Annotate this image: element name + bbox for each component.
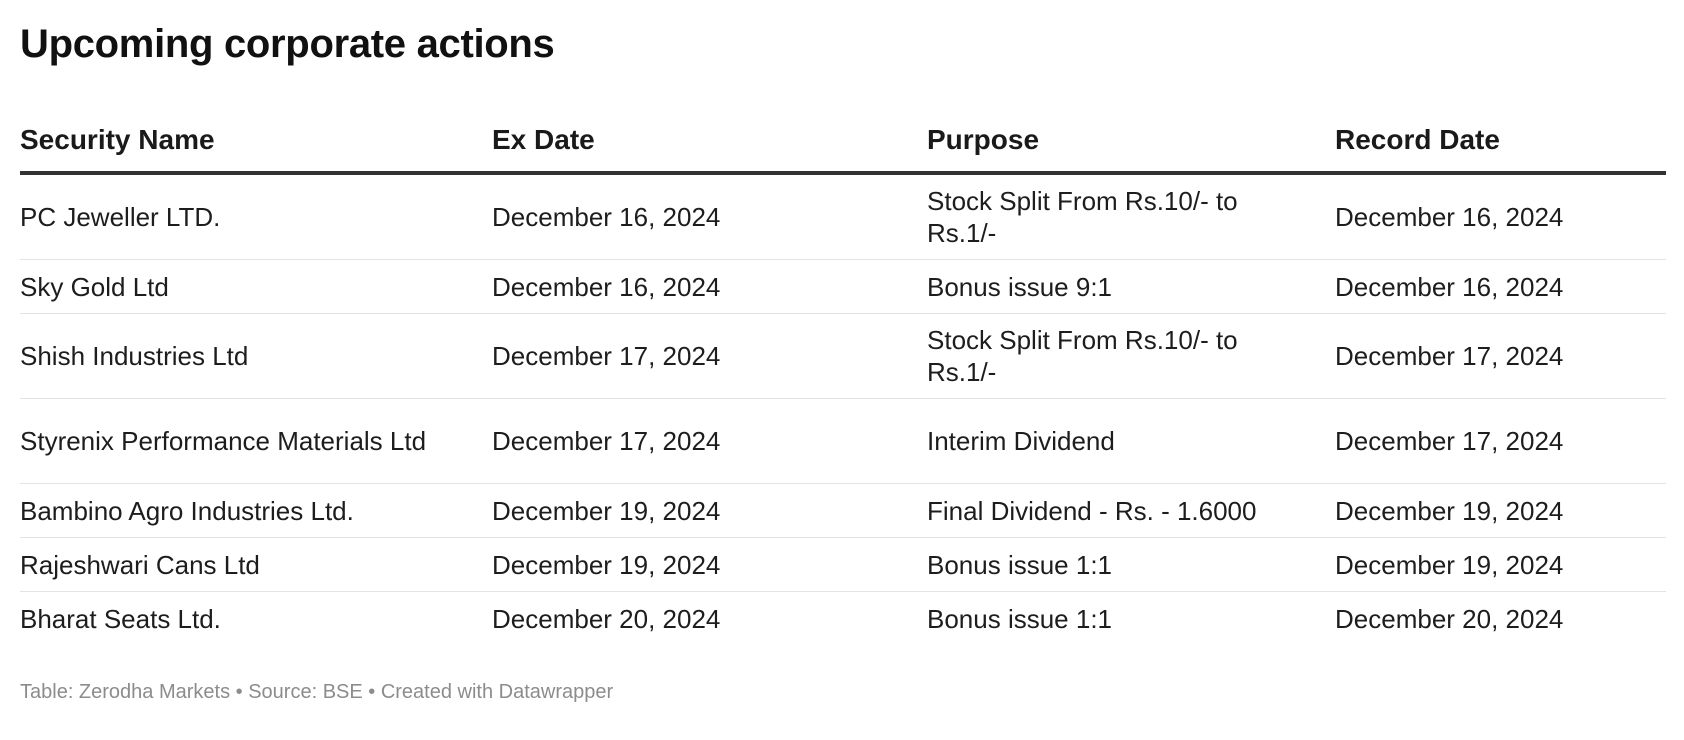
cell-text: Final Dividend - Rs. - 1.6000	[927, 495, 1257, 526]
cell-text: December 17, 2024	[1335, 426, 1564, 456]
cell-security-name: PC Jeweller LTD.	[20, 173, 492, 260]
cell-text: December 19, 2024	[1335, 549, 1564, 580]
cell-text: December 16, 2024	[492, 271, 721, 302]
cell-text: Bonus issue 1:1	[927, 549, 1113, 580]
cell-security-name: Bharat Seats Ltd.	[20, 592, 492, 646]
cell-text: Styrenix Performance Materials Ltd	[20, 426, 427, 456]
header-row: Security Name Ex Date Purpose Record Dat…	[20, 123, 1666, 175]
cell-text: Bambino Agro Industries Ltd.	[20, 495, 354, 526]
cell-text: December 16, 2024	[1335, 271, 1564, 302]
header-record-date: Record Date	[1335, 123, 1666, 175]
cell-purpose: Bonus issue 1:1	[927, 592, 1335, 646]
table-row: Shish Industries Ltd December 17, 2024 S…	[20, 313, 1666, 399]
cell-record-date: December 19, 2024	[1335, 537, 1666, 592]
cell-record-date: December 20, 2024	[1335, 592, 1666, 646]
cell-ex-date: December 17, 2024	[492, 313, 927, 399]
cell-record-date: December 19, 2024	[1335, 483, 1666, 538]
cell-text: December 19, 2024	[1335, 495, 1564, 526]
cell-text: PC Jeweller LTD.	[20, 202, 221, 232]
table-row: Bharat Seats Ltd. December 20, 2024 Bonu…	[20, 592, 1666, 646]
cell-security-name: Rajeshwari Cans Ltd	[20, 537, 492, 592]
cell-text: December 16, 2024	[1335, 202, 1564, 232]
table-container: Upcoming corporate actions Security Name…	[20, 22, 1666, 703]
cell-text: December 20, 2024	[1335, 603, 1564, 634]
page-title: Upcoming corporate actions	[20, 22, 555, 66]
cell-text: December 20, 2024	[492, 603, 721, 634]
cell-purpose: Stock Split From Rs.10/- to Rs.1/-	[927, 313, 1335, 399]
cell-text: Bharat Seats Ltd.	[20, 603, 221, 634]
cell-text: Bonus issue 9:1	[927, 271, 1113, 302]
table-row: Styrenix Performance Materials Ltd Decem…	[20, 398, 1666, 484]
cell-text: December 19, 2024	[492, 495, 721, 526]
cell-purpose: Final Dividend - Rs. - 1.6000	[927, 483, 1335, 538]
cell-record-date: December 16, 2024	[1335, 259, 1666, 314]
cell-text: December 17, 2024	[1335, 341, 1564, 371]
cell-text: Stock Split From Rs.10/- to Rs.1/-	[927, 325, 1238, 387]
cell-record-date: December 17, 2024	[1335, 398, 1666, 484]
cell-record-date: December 16, 2024	[1335, 173, 1666, 260]
cell-security-name: Styrenix Performance Materials Ltd	[20, 398, 492, 484]
cell-text: Sky Gold Ltd	[20, 271, 169, 302]
header-ex-date: Ex Date	[492, 123, 927, 175]
cell-text: Shish Industries Ltd	[20, 341, 249, 371]
cell-purpose: Interim Dividend	[927, 398, 1335, 484]
table-header: Security Name Ex Date Purpose Record Dat…	[20, 123, 1666, 175]
cell-security-name: Bambino Agro Industries Ltd.	[20, 483, 492, 538]
cell-ex-date: December 17, 2024	[492, 398, 927, 484]
cell-text: December 19, 2024	[492, 549, 721, 580]
table-row: Bambino Agro Industries Ltd. December 19…	[20, 483, 1666, 538]
header-security-name: Security Name	[20, 123, 492, 175]
cell-purpose: Bonus issue 9:1	[927, 259, 1335, 314]
cell-ex-date: December 19, 2024	[492, 483, 927, 538]
table-row: Sky Gold Ltd December 16, 2024 Bonus iss…	[20, 259, 1666, 314]
header-purpose: Purpose	[927, 123, 1335, 175]
cell-ex-date: December 16, 2024	[492, 173, 927, 260]
table-row: PC Jeweller LTD. December 16, 2024 Stock…	[20, 173, 1666, 260]
cell-text: Interim Dividend	[927, 426, 1115, 456]
table-row: Rajeshwari Cans Ltd December 19, 2024 Bo…	[20, 537, 1666, 592]
cell-purpose: Stock Split From Rs.10/- to Rs.1/-	[927, 173, 1335, 260]
cell-text: Rajeshwari Cans Ltd	[20, 549, 260, 580]
table-footer-source: Table: Zerodha Markets • Source: BSE • C…	[20, 681, 614, 703]
cell-security-name: Sky Gold Ltd	[20, 259, 492, 314]
table-body: PC Jeweller LTD. December 16, 2024 Stock…	[20, 173, 1666, 645]
cell-record-date: December 17, 2024	[1335, 313, 1666, 399]
cell-text: Bonus issue 1:1	[927, 603, 1113, 634]
cell-purpose: Bonus issue 1:1	[927, 537, 1335, 592]
cell-ex-date: December 16, 2024	[492, 259, 927, 314]
cell-text: Stock Split From Rs.10/- to Rs.1/-	[927, 186, 1238, 248]
cell-security-name: Shish Industries Ltd	[20, 313, 492, 399]
cell-ex-date: December 20, 2024	[492, 592, 927, 646]
corporate-actions-table: Security Name Ex Date Purpose Record Dat…	[20, 123, 1666, 645]
cell-text: December 16, 2024	[492, 202, 721, 232]
cell-text: December 17, 2024	[492, 426, 721, 456]
cell-text: December 17, 2024	[492, 341, 721, 371]
cell-ex-date: December 19, 2024	[492, 537, 927, 592]
